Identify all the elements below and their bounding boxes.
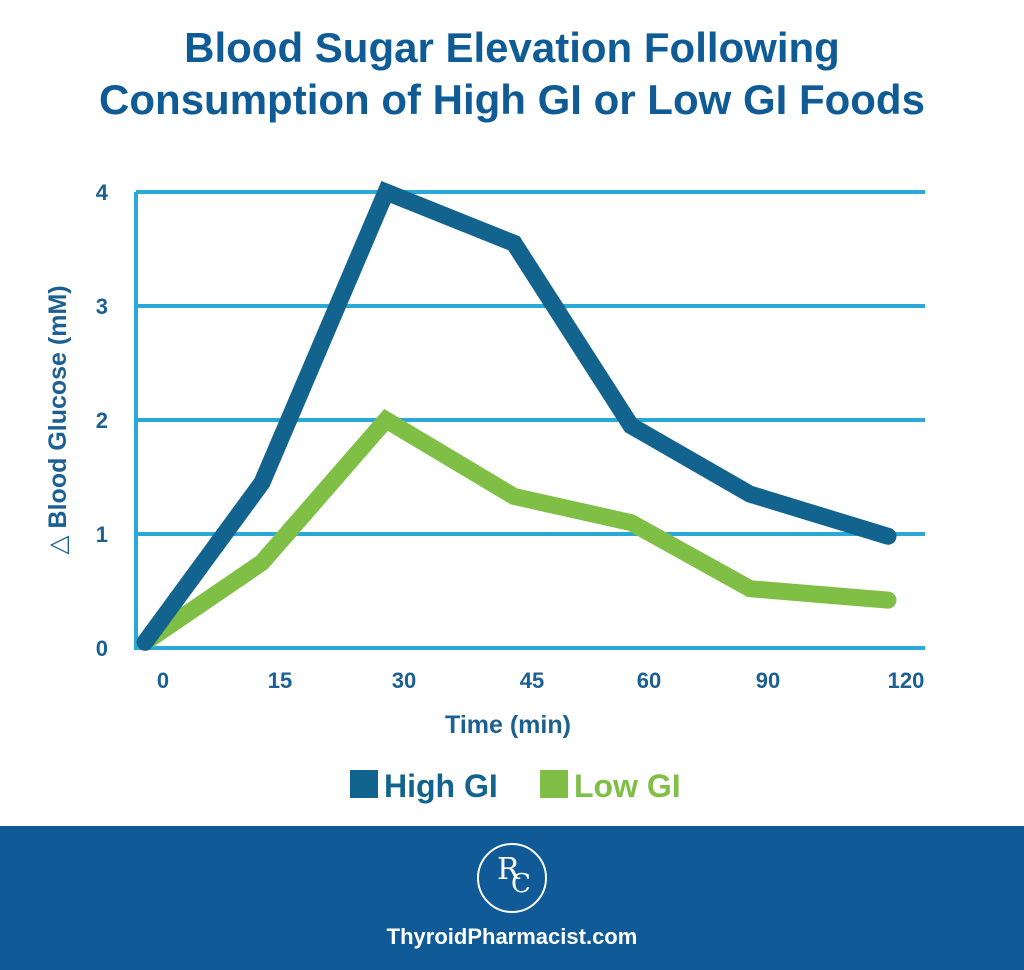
y-axis-title: △ Blood Glucose (mM) [44,285,72,554]
legend-label: Low GI [574,768,681,804]
x-axis-title: Time (min) [445,711,571,739]
logo-letter-r: R [497,852,520,887]
y-tick-label: 0 [96,636,108,661]
gridlines [136,190,925,650]
y-tick-label: 3 [96,294,108,319]
legend-label: High GI [384,768,498,804]
x-tick-label: 90 [756,668,780,693]
rc-logo: R C [477,843,547,913]
legend-swatch-low-gi [540,770,568,798]
x-tick-label: 60 [637,668,661,693]
series-lines [136,181,897,651]
y-tick-label: 1 [96,522,108,547]
legend-swatch-high-gi [350,770,378,798]
line-chart: 0 1 2 3 4 0 15 30 45 60 90 120 Time (min) △ Blood Glu… [44,180,925,804]
logo-letter-c: C [511,869,531,899]
y-tick-label: 2 [96,408,108,433]
chart-title: Blood Sugar Elevation Following Consumpt… [0,22,1024,126]
chart-title-line-2: Consumption of High GI or Low GI Foods [99,76,925,123]
site-url: ThyroidPharmacist.com [386,924,638,949]
series-line-low-gi [136,409,897,651]
chart-title-line-1: Blood Sugar Elevation Following [184,24,840,71]
legend: High GI Low GI [350,768,681,804]
x-tick-label: 45 [520,668,544,693]
x-tick-label: 0 [157,668,169,693]
x-tick-label: 30 [392,668,416,693]
y-tick-label: 4 [96,180,109,205]
axis-labels: 0 1 2 3 4 0 15 30 45 60 90 120 Time (min) △ Blood Glu… [44,180,924,739]
x-tick-label: 15 [268,668,292,693]
x-tick-label: 120 [888,668,925,693]
